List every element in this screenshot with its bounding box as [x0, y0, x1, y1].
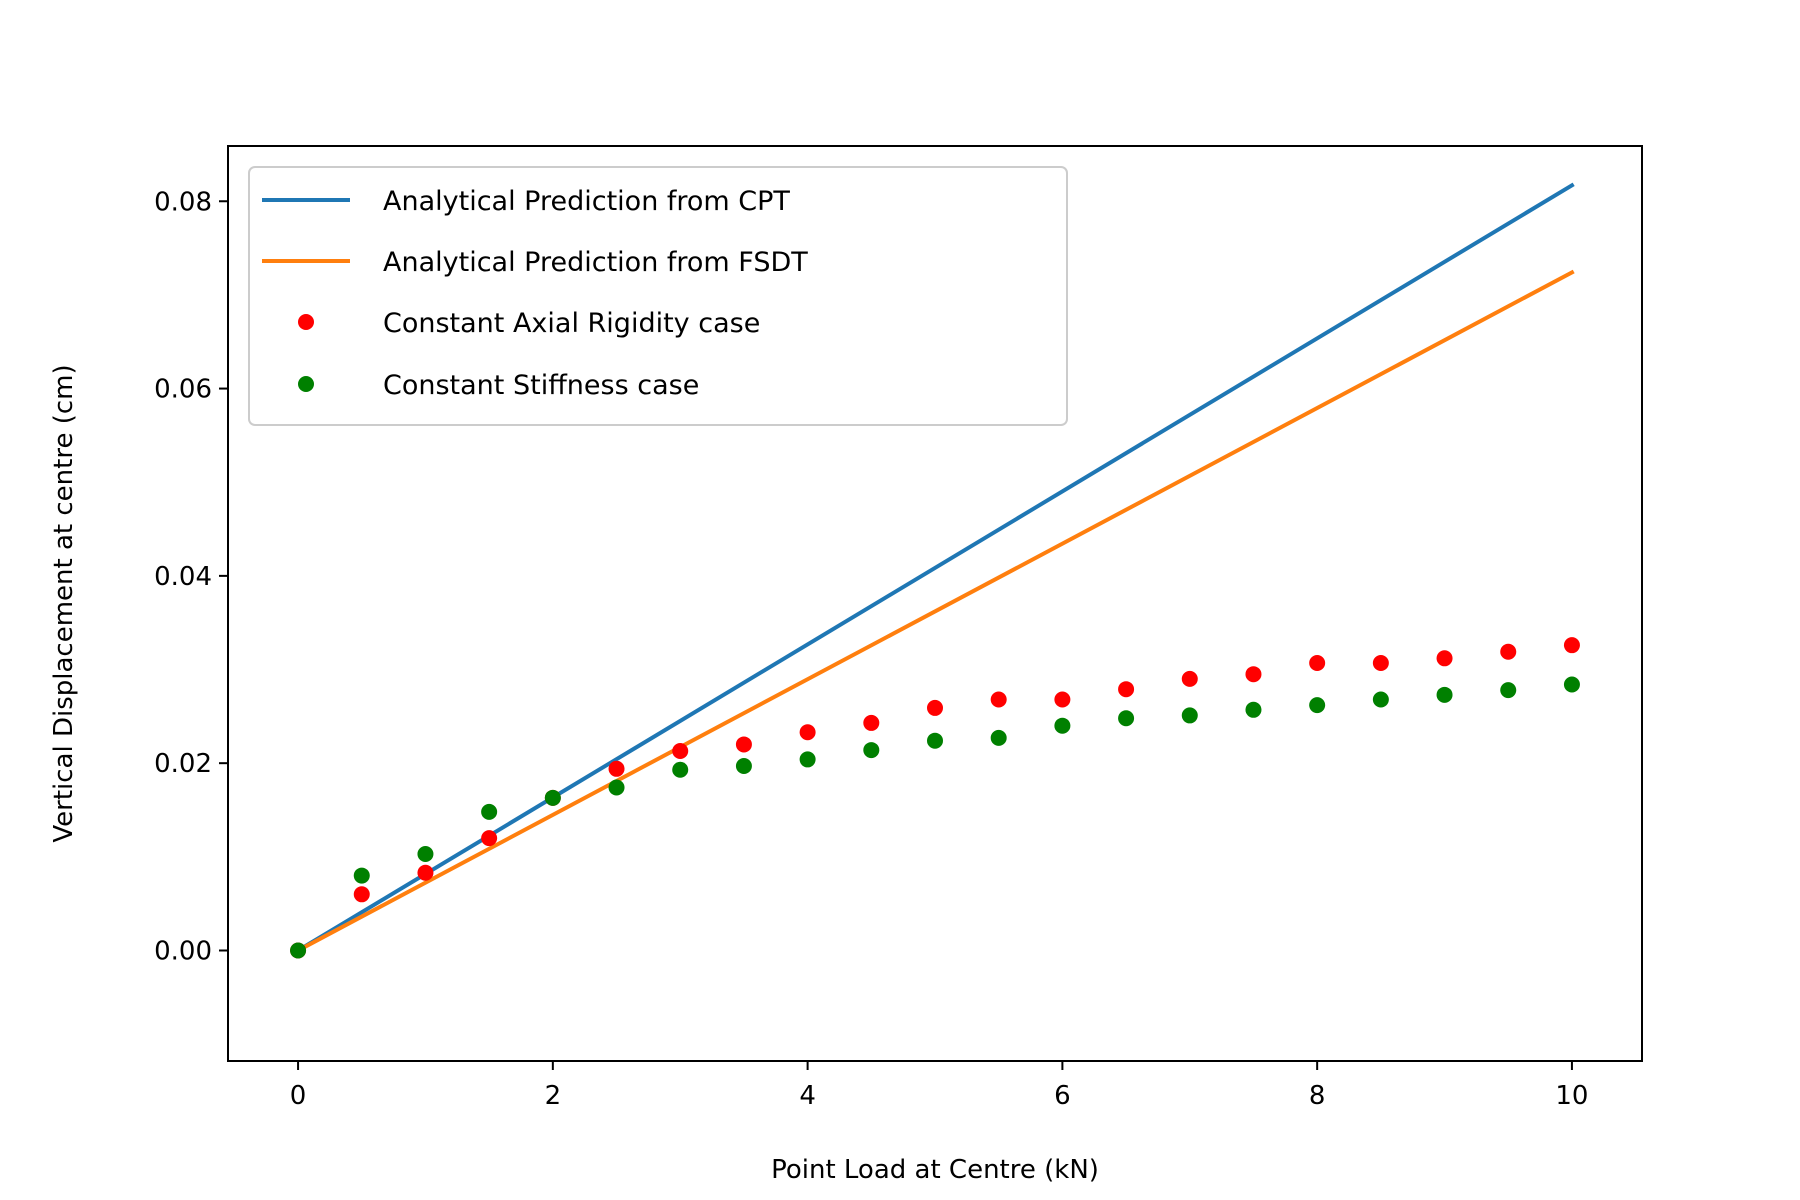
data-point-constant-axial-rigidity-case [927, 699, 943, 716]
data-point-constant-axial-rigidity-case [735, 736, 752, 753]
y-axis-label: Vertical Displacement at centre (cm) [49, 364, 79, 842]
y-axis-ticks: 0.00 0.02 0.04 0.06 0.08 [154, 187, 228, 966]
y-tick-label: 0.06 [154, 375, 212, 405]
data-point-constant-stiffness-case [1500, 682, 1517, 699]
legend-swatch-constant-axial-rigidity-case [298, 314, 314, 330]
data-point-constant-axial-rigidity-case [481, 830, 498, 847]
data-point-constant-stiffness-case [863, 742, 880, 759]
data-point-constant-axial-rigidity-case [417, 864, 434, 881]
axes-frame [227, 145, 1643, 1062]
data-point-constant-stiffness-case [417, 846, 434, 863]
x-tick-label: 10 [1555, 1081, 1588, 1111]
data-point-constant-stiffness-case [1436, 686, 1453, 703]
x-tick-label: 6 [1054, 1081, 1071, 1111]
data-point-constant-stiffness-case [544, 789, 561, 806]
legend-label-constant-axial-rigidity-case: Constant Axial Rigidity case [383, 308, 760, 339]
data-point-constant-stiffness-case [1054, 717, 1071, 734]
data-point-constant-axial-rigidity-case [1054, 691, 1071, 708]
y-tick-label: 0.08 [154, 187, 212, 217]
data-point-constant-axial-rigidity-case [1436, 650, 1453, 667]
x-tick-label: 2 [545, 1081, 562, 1111]
data-point-constant-axial-rigidity-case [1181, 670, 1198, 687]
data-point-constant-axial-rigidity-case [1563, 637, 1580, 654]
legend-label-analytical-prediction-from-cpt: Analytical Prediction from CPT [383, 186, 790, 217]
data-point-constant-stiffness-case [1372, 691, 1389, 708]
x-axis-ticks: 0 2 4 6 8 10 [290, 1061, 1588, 1111]
data-point-constant-stiffness-case [290, 942, 307, 959]
data-point-constant-stiffness-case [353, 867, 370, 884]
data-point-constant-axial-rigidity-case [1372, 654, 1389, 671]
data-point-constant-axial-rigidity-case [1118, 681, 1135, 698]
data-point-constant-stiffness-case [1563, 676, 1580, 693]
data-point-constant-stiffness-case [927, 732, 943, 749]
legend-label-analytical-prediction-from-fsdt: Analytical Prediction from FSDT [383, 247, 808, 278]
x-tick-label: 0 [290, 1081, 307, 1111]
data-point-constant-axial-rigidity-case [608, 760, 625, 777]
legend-entries: Analytical Prediction from CPT Analytical… [262, 186, 808, 401]
data-point-constant-stiffness-case [672, 761, 689, 778]
data-point-constant-axial-rigidity-case [1245, 666, 1262, 683]
data-point-constant-axial-rigidity-case [1500, 643, 1517, 660]
data-point-constant-axial-rigidity-case [1309, 654, 1326, 671]
data-point-constant-stiffness-case [481, 803, 498, 820]
data-point-constant-stiffness-case [1118, 710, 1135, 727]
x-tick-label: 8 [1309, 1081, 1326, 1111]
data-point-constant-stiffness-case [1245, 701, 1262, 718]
data-point-constant-axial-rigidity-case [672, 743, 689, 760]
data-point-constant-axial-rigidity-case [353, 886, 370, 903]
data-point-constant-stiffness-case [1181, 707, 1198, 724]
y-tick-label: 0.02 [154, 749, 212, 779]
data-point-constant-axial-rigidity-case [990, 691, 1007, 708]
legend-label-constant-stiffness-case: Constant Stiffness case [383, 370, 699, 401]
series-line-analytical-prediction-from-fsdt [295, 269, 1575, 954]
legend-swatch-constant-stiffness-case [298, 376, 314, 392]
data-point-constant-axial-rigidity-case [799, 724, 816, 741]
y-tick-label: 0.04 [154, 562, 212, 592]
data-point-constant-stiffness-case [1309, 697, 1326, 714]
data-point-constant-axial-rigidity-case [863, 714, 880, 731]
legend-frame [248, 166, 1068, 426]
data-point-constant-stiffness-case [608, 779, 625, 796]
x-axis-label: Point Load at Centre (kN) [771, 1155, 1099, 1185]
legend: Analytical Prediction from CPT Analytical… [248, 166, 1068, 426]
series-line-analytical-prediction-from-cpt [295, 182, 1575, 954]
data-point-constant-stiffness-case [990, 729, 1007, 746]
data-point-constant-stiffness-case [735, 757, 752, 774]
x-tick-label: 4 [799, 1081, 816, 1111]
y-tick-label: 0.00 [154, 936, 212, 966]
series-layer [290, 182, 1580, 959]
data-point-constant-stiffness-case [799, 751, 816, 768]
